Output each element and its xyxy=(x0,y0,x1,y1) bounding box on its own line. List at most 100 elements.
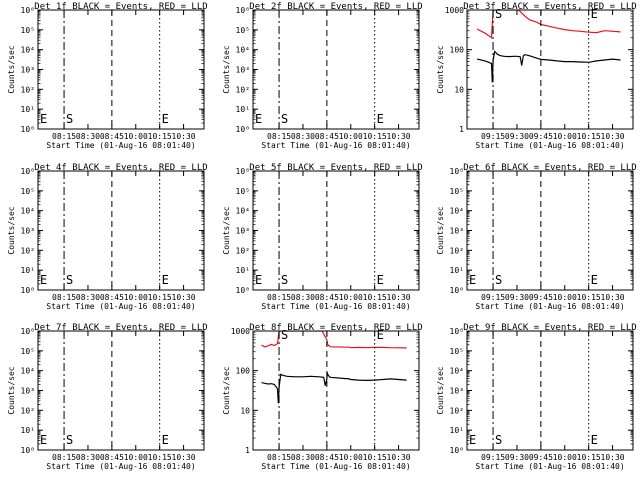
events-series-line xyxy=(476,50,621,83)
panel-title: Det 3f BLACK = Events, RED = LLD xyxy=(463,2,636,12)
x-tick-label: 10:00 xyxy=(339,453,363,462)
start-edge-label: E xyxy=(255,273,262,287)
start-edge-label: E xyxy=(40,112,47,126)
y-tick-label: 10⁵ xyxy=(450,187,464,196)
x-tick-label: 10:30 xyxy=(172,293,196,302)
y-tick-label: 10¹ xyxy=(236,266,250,275)
y-tick-label: 1 xyxy=(459,125,464,134)
x-tick-label: 08:45 xyxy=(100,132,124,141)
y-tick-label: 10⁴ xyxy=(21,46,35,55)
y-tick-label: 10² xyxy=(21,85,35,94)
marker-label-s: S xyxy=(66,433,73,447)
y-tick-label: 10³ xyxy=(21,387,35,396)
x-tick-label: 10:15 xyxy=(148,293,172,302)
x-tick-label: 10:00 xyxy=(124,293,148,302)
plot-frame xyxy=(37,9,205,130)
y-tick-label: 10⁰ xyxy=(236,286,250,295)
x-axis-label: Start Time (01-Aug-16 08:01:40) xyxy=(46,302,195,311)
y-tick-label: 10⁵ xyxy=(21,347,35,356)
marker-label-e: E xyxy=(377,273,384,287)
y-axis-label: Counts/sec xyxy=(7,45,16,93)
x-tick-label: 08:45 xyxy=(315,293,339,302)
y-tick-label: 10⁶ xyxy=(450,167,464,176)
x-tick-label: 08:45 xyxy=(100,293,124,302)
y-tick-label: 10 xyxy=(240,406,250,415)
y-tick-label: 100 xyxy=(236,367,251,376)
x-tick-label: 08:30 xyxy=(76,453,100,462)
x-tick-label: 10:15 xyxy=(577,453,601,462)
x-tick-label: 10:00 xyxy=(339,132,363,141)
y-tick-label: 10⁰ xyxy=(450,446,464,455)
x-axis-label: Start Time (01-Aug-16 08:01:40) xyxy=(261,462,410,471)
x-tick-label: 10:00 xyxy=(553,453,577,462)
y-tick-label: 10² xyxy=(236,85,250,94)
x-axis-label: Start Time (01-Aug-16 08:01:40) xyxy=(261,302,410,311)
x-tick-label: 10:15 xyxy=(577,293,601,302)
y-tick-label: 10⁶ xyxy=(236,167,250,176)
y-axis-label: Counts/sec xyxy=(222,45,231,93)
x-tick-label: 08:15 xyxy=(52,453,76,462)
y-tick-label: 10³ xyxy=(450,387,464,396)
start-edge-label: E xyxy=(40,433,47,447)
marker-label-e: E xyxy=(162,112,169,126)
y-tick-label: 10² xyxy=(21,246,35,255)
x-tick-label: 08:15 xyxy=(52,132,76,141)
y-tick-label: 10³ xyxy=(21,227,35,236)
x-tick-label: 10:30 xyxy=(172,453,196,462)
start-edge-label: E xyxy=(469,273,476,287)
y-tick-label: 10⁰ xyxy=(21,446,35,455)
x-tick-label: 09:15 xyxy=(481,293,505,302)
y-tick-label: 10² xyxy=(450,406,464,415)
y-tick-label: 1000 xyxy=(231,327,250,336)
marker-label-s: S xyxy=(66,273,73,287)
x-tick-label: 09:15 xyxy=(481,132,505,141)
x-tick-label: 08:30 xyxy=(76,132,100,141)
x-tick-label: 10:15 xyxy=(148,132,172,141)
plot-frame xyxy=(37,330,205,451)
panel-title: Det 7f BLACK = Events, RED = LLD xyxy=(34,323,207,333)
y-tick-label: 10⁰ xyxy=(236,125,250,134)
y-tick-label: 10⁴ xyxy=(236,46,250,55)
marker-label-s: S xyxy=(281,328,288,342)
y-tick-label: 10⁰ xyxy=(450,286,464,295)
y-tick-label: 10⁰ xyxy=(21,125,35,134)
x-tick-label: 09:15 xyxy=(481,453,505,462)
x-tick-label: 08:30 xyxy=(291,453,315,462)
x-tick-label: 10:00 xyxy=(553,132,577,141)
y-tick-label: 10³ xyxy=(236,227,250,236)
y-tick-label: 1 xyxy=(245,446,250,455)
y-tick-label: 100 xyxy=(450,46,465,55)
plot-frame xyxy=(466,9,634,130)
x-axis-label: Start Time (01-Aug-16 08:01:40) xyxy=(475,462,624,471)
plot-frame xyxy=(37,170,205,291)
y-tick-label: 10¹ xyxy=(21,105,35,114)
y-axis-label: Counts/sec xyxy=(436,45,445,93)
panel-title: Det 5f BLACK = Events, RED = LLD xyxy=(249,163,422,173)
plot-frame xyxy=(466,170,634,291)
y-tick-label: 10⁶ xyxy=(450,327,464,336)
x-tick-label: 08:45 xyxy=(100,453,124,462)
x-axis-label: Start Time (01-Aug-16 08:01:40) xyxy=(475,302,624,311)
start-edge-label: E xyxy=(469,433,476,447)
y-tick-label: 10⁵ xyxy=(236,26,250,35)
y-tick-label: 10⁶ xyxy=(21,6,35,15)
x-tick-label: 08:15 xyxy=(52,293,76,302)
panel-title: Det 8f BLACK = Events, RED = LLD xyxy=(249,323,422,333)
x-tick-label: 08:15 xyxy=(267,293,291,302)
x-tick-label: 10:30 xyxy=(387,132,411,141)
y-tick-label: 10 xyxy=(454,85,464,94)
y-axis-label: Counts/sec xyxy=(7,366,16,414)
x-tick-label: 10:15 xyxy=(577,132,601,141)
x-tick-label: 08:30 xyxy=(291,293,315,302)
plot-frame xyxy=(466,330,634,451)
y-tick-label: 10⁴ xyxy=(21,207,35,216)
panel-title: Det 2f BLACK = Events, RED = LLD xyxy=(249,2,422,12)
x-tick-label: 08:45 xyxy=(315,132,339,141)
y-tick-label: 10⁴ xyxy=(450,207,464,216)
x-tick-label: 10:00 xyxy=(553,293,577,302)
